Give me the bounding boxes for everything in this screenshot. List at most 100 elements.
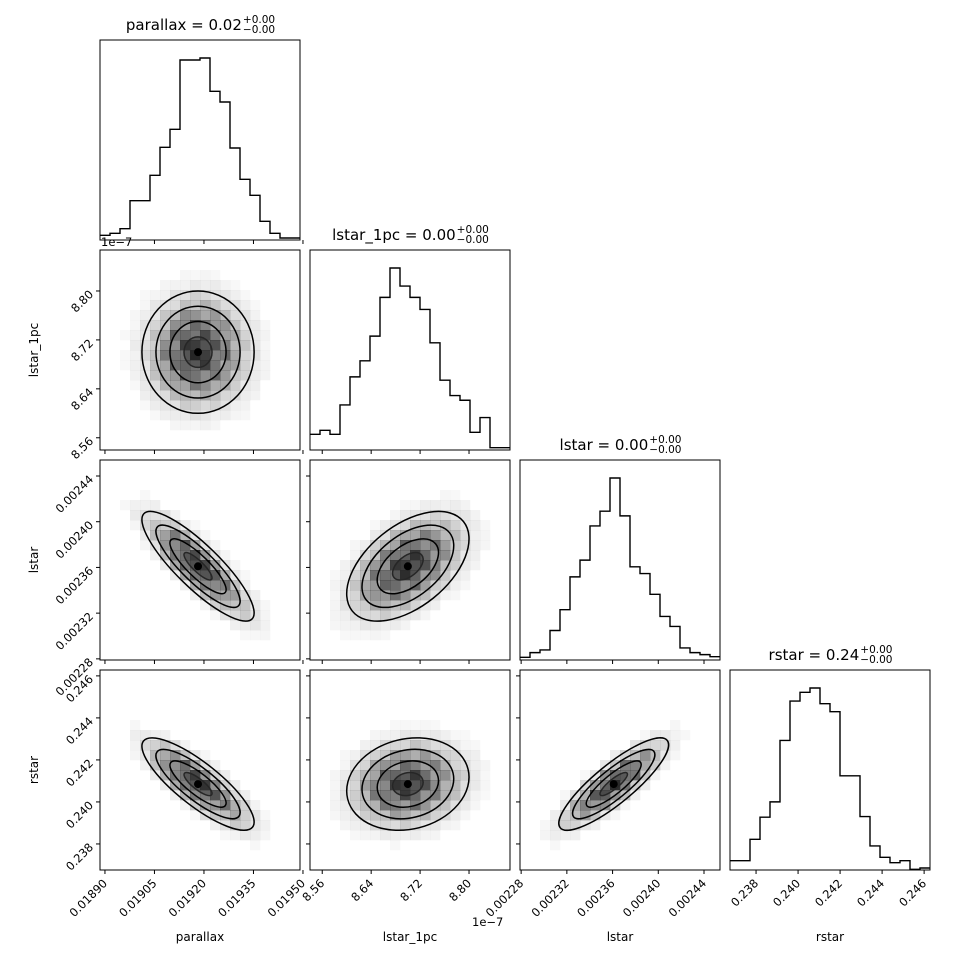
density-cell (150, 740, 161, 751)
y-tick-label: 0.00232 (53, 609, 97, 653)
density-cell (390, 840, 400, 850)
density-cell (420, 730, 431, 741)
histogram-bar (780, 740, 790, 870)
density-cell (130, 380, 140, 390)
density-cell (210, 380, 221, 391)
density-cell (390, 620, 401, 631)
density-cell (170, 540, 181, 551)
density-cell (340, 610, 351, 621)
density-cell (190, 410, 201, 421)
density-cell (370, 630, 381, 641)
density-cell (450, 740, 461, 751)
density-cell (160, 390, 171, 401)
density-cell (400, 810, 411, 821)
density-cell (390, 740, 401, 751)
density-cell (550, 820, 561, 831)
density-cell (190, 800, 201, 811)
density-cell (140, 530, 151, 541)
density-cell (430, 790, 441, 801)
density-cell (340, 560, 351, 571)
histogram-bar (380, 297, 390, 450)
density-cell (240, 810, 251, 821)
density-cell (370, 620, 381, 631)
density-cell (150, 550, 161, 561)
density-cell (480, 760, 490, 770)
density-cell (640, 740, 651, 751)
density-cell (470, 790, 481, 801)
histogram-bar (180, 60, 190, 240)
density-cell (360, 790, 371, 801)
density-cell (200, 750, 210, 760)
density-cell (240, 290, 250, 300)
histogram-bar (450, 396, 460, 450)
density-cell (340, 620, 351, 631)
density-cell (360, 810, 371, 821)
density-cell (140, 740, 151, 751)
density-cell (440, 800, 451, 811)
density-cell (160, 330, 171, 341)
density-cell (460, 810, 470, 820)
density-cell (200, 760, 211, 771)
density-cell (210, 610, 220, 620)
density-cell (130, 520, 141, 531)
histogram-bar (430, 343, 440, 450)
axes-frame (99, 669, 301, 871)
y-tick-label: 0.240 (63, 798, 96, 831)
axes-frame (309, 249, 511, 451)
density-cell (210, 600, 221, 611)
density-cell (430, 590, 441, 601)
density-cell (150, 300, 161, 311)
histogram-bar (560, 610, 570, 660)
y-tick-label: 0.00236 (53, 564, 97, 608)
density-cell (350, 760, 361, 771)
histogram-bar (200, 58, 210, 240)
density-cell (220, 810, 231, 821)
density-cell (180, 380, 191, 391)
density-cell (650, 730, 661, 741)
density-cell (470, 520, 481, 531)
density-cell (380, 580, 391, 591)
density-cell (180, 360, 191, 371)
density-cell (360, 600, 371, 611)
density-cell (470, 540, 481, 551)
density-cell (220, 350, 231, 361)
density-cell (390, 810, 401, 821)
density-cell (410, 590, 421, 601)
density-cell (230, 600, 241, 611)
density-cell (610, 750, 621, 761)
density-cell (350, 580, 361, 591)
density-cell (450, 500, 461, 511)
density-cell (260, 810, 270, 820)
density-cell (140, 390, 151, 401)
density-cell (330, 810, 340, 820)
density-cell (430, 760, 441, 771)
density-cell (450, 750, 461, 761)
density-cell (130, 350, 141, 361)
density-cell (150, 310, 161, 321)
density-cell (430, 780, 441, 791)
density-cell (230, 800, 241, 811)
density-cell (150, 350, 161, 361)
density-cell (410, 550, 421, 561)
density-cell (470, 560, 481, 571)
density-cell (180, 270, 190, 280)
density-cell (200, 410, 211, 421)
density-cell (350, 810, 361, 821)
density-cell (620, 800, 630, 810)
histogram-bar (650, 594, 660, 660)
panel-title: parallax = 0.02 (126, 16, 242, 34)
density-cell (610, 770, 621, 781)
density-cell (120, 500, 130, 510)
density-cell (450, 820, 461, 831)
density-cell (170, 290, 181, 301)
histogram-step-line (520, 477, 720, 659)
density-cell (140, 380, 151, 391)
density-cell (400, 520, 411, 531)
density-cell (140, 750, 151, 761)
histogram-bar (900, 861, 910, 870)
density-cell (130, 340, 141, 351)
density-cell (660, 740, 671, 751)
density-cell (350, 590, 361, 601)
histogram-bar (410, 297, 420, 450)
density-cell (450, 590, 460, 600)
